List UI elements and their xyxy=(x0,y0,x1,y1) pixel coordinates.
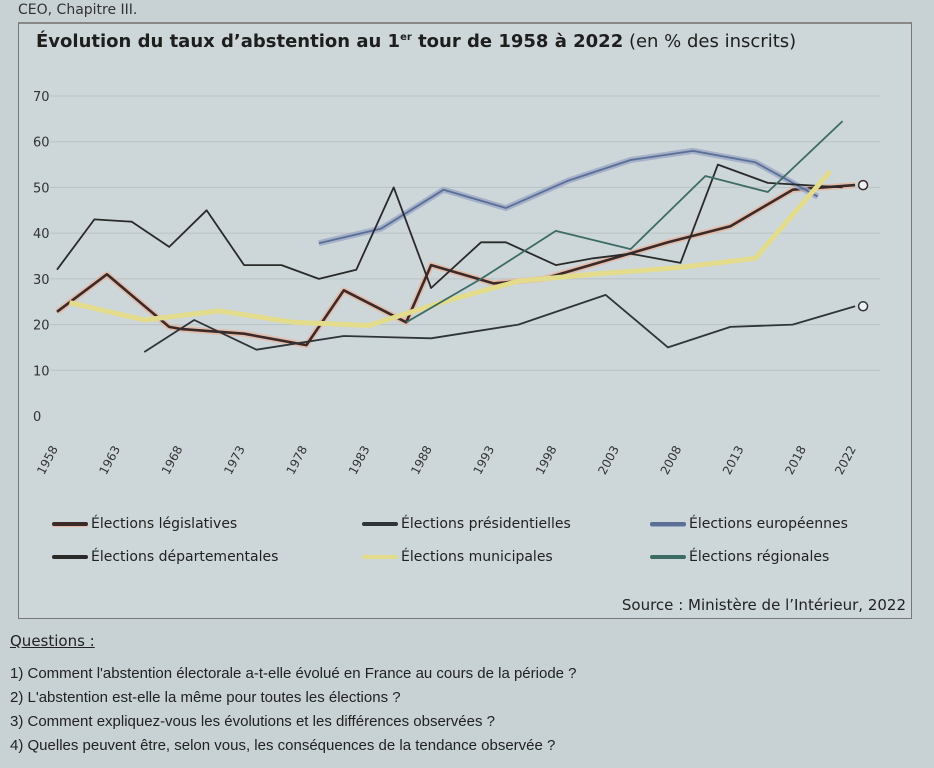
x-tick-label: 2008 xyxy=(658,443,685,477)
legend-swatch xyxy=(650,522,686,526)
x-tick-label: 1968 xyxy=(159,443,186,477)
series-elections-legislatives-line xyxy=(56,183,856,347)
series-elections-legislatives-end-marker xyxy=(857,179,869,191)
legend-item: Élections départementales xyxy=(52,549,278,565)
series-elections-europeennes-line xyxy=(318,149,819,245)
x-tick-label: 1993 xyxy=(471,443,498,477)
title-main: Évolution du taux d’abstention au 1 xyxy=(36,31,401,52)
legend-item: Élections présidentielles xyxy=(362,516,571,532)
x-tick-label: 1998 xyxy=(533,443,560,477)
legend-label: Élections municipales xyxy=(401,549,553,565)
title-rest: tour de 1958 à 2022 xyxy=(411,31,624,52)
legend-item: Élections régionales xyxy=(650,549,829,565)
y-tick-label: 30 xyxy=(33,273,50,288)
legend-item: Élections législatives xyxy=(52,516,237,532)
x-tick-label: 1983 xyxy=(346,443,373,477)
series-elections-departementales-line xyxy=(56,163,843,289)
y-tick-label: 40 xyxy=(33,227,50,242)
question-4: 4) Quelles peuvent être, selon vous, les… xyxy=(10,737,556,754)
x-tick-label: 2018 xyxy=(782,443,809,477)
title-unit: (en % des inscrits) xyxy=(623,31,797,52)
questions-heading: Questions : xyxy=(10,632,95,650)
legend-item: Élections municipales xyxy=(362,549,553,565)
legend-label: Élections départementales xyxy=(91,549,279,565)
legend-swatch xyxy=(362,555,398,559)
page-header-caption: CEO, Chapitre III. xyxy=(18,2,138,18)
legend-label: Élections régionales xyxy=(689,549,830,565)
legend-swatch xyxy=(362,522,398,526)
x-tick-label: 1988 xyxy=(408,443,435,477)
chart-frame xyxy=(18,22,912,619)
x-tick-label: 1978 xyxy=(284,443,311,477)
legend-label: Élections européennes xyxy=(689,516,848,532)
chart-title: Évolution du taux d’abstention au 1er to… xyxy=(36,31,796,52)
legend-label: Élections présidentielles xyxy=(401,516,571,532)
y-tick-label: 10 xyxy=(33,364,50,379)
title-sup: er xyxy=(400,32,412,43)
legend-label: Élections législatives xyxy=(91,516,238,532)
series-elections-presidentielles-end-marker xyxy=(857,301,869,312)
y-tick-label: 50 xyxy=(33,181,50,196)
series-elections-europeennes-halo xyxy=(318,147,820,247)
question-1: 1) Comment l'abstention électorale a-t-e… xyxy=(10,665,577,682)
source-text: : Ministère de l’Intérieur, 2022 xyxy=(673,596,906,614)
x-tick-label: 2013 xyxy=(720,443,747,477)
x-tick-label: 1963 xyxy=(96,443,123,477)
question-3: 3) Comment expliquez-vous les évolutions… xyxy=(10,713,495,730)
y-tick-label: 70 xyxy=(33,90,50,105)
x-tick-label: 1958 xyxy=(34,443,61,477)
legend-swatch xyxy=(650,555,686,559)
legend-swatch xyxy=(52,555,88,559)
x-tick-label: 2003 xyxy=(595,443,622,477)
question-2: 2) L'abstention est-elle la même pour to… xyxy=(10,689,401,706)
x-tick-label: 1973 xyxy=(221,443,248,477)
y-tick-label: 0 xyxy=(33,410,41,425)
x-tick-label: 2022 xyxy=(832,443,859,477)
legend-item: Élections européennes xyxy=(650,516,848,532)
source-label: Source xyxy=(621,596,674,614)
legend-swatch xyxy=(52,522,88,526)
y-tick-label: 60 xyxy=(33,136,50,151)
y-tick-label: 20 xyxy=(33,319,50,334)
source-note: Source : Ministère de l’Intérieur, 2022 xyxy=(622,596,906,614)
series-elections-presidentielles-line xyxy=(143,293,856,353)
